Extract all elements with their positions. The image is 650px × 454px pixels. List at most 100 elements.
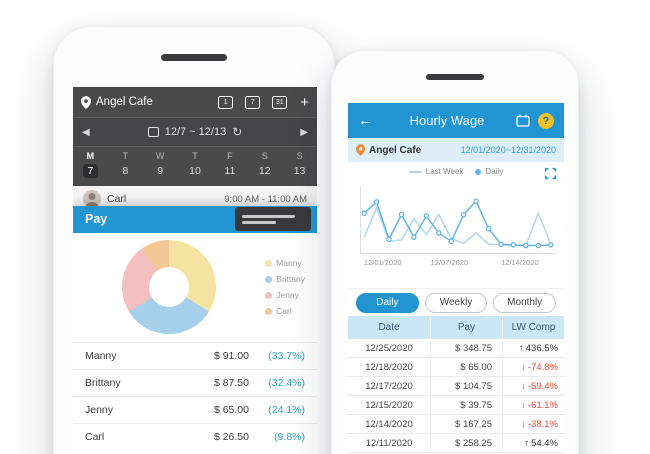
trend-arrow-icon: ↑ [519,342,524,354]
row-date: 12/18/2020 [365,361,413,373]
schedule-row[interactable]: Carl 9:00 AM - 11:00 AM [73,186,317,208]
pay-name: Manny [85,350,117,362]
weekday-column[interactable]: F 11 [212,151,247,186]
row-lw-comp: ↓ -59.4% [502,377,564,395]
row-lw-comp: ↓ -74.8% [502,358,564,376]
pay-amount: $ 26.50 [213,431,249,443]
weekday-date: 8 [122,165,129,177]
wage-table: Date Pay LW Comp 12/25/2020 $ 348.75 ↑ 4… [348,316,564,453]
tab-weekly[interactable]: Weekly [424,292,488,313]
weekday-label: M [86,151,95,161]
row-percent: -59.4% [527,380,558,392]
tab-monthly[interactable]: Monthly [493,292,557,313]
col-lw-comp: LW Comp [502,316,564,339]
page-title: Hourly Wage [409,113,485,128]
weekday-column[interactable]: S 13 [282,151,317,186]
right-screen: ← Hourly Wage ? Angel Cafe 12/01/2 [348,103,564,454]
store-title: Angel Cafe [96,96,153,108]
legend-label: Daily [485,167,504,176]
location-pin-icon [356,144,365,156]
legend-dot [265,291,273,299]
calendar-icon[interactable] [516,114,530,127]
table-row: 12/25/2020 $ 348.75 ↑ 436.5% [348,339,564,358]
add-icon[interactable]: + [300,93,309,111]
weekday-label: T [122,151,129,161]
right-phone: ← Hourly Wage ? Angel Cafe 12/01/2 [331,50,579,454]
left-screen: Angel Cafe 1 7 31 + ◀ 12/7 ~ 12/13 ↻ ▶ M… [73,87,317,454]
shift-time: 9:00 AM - 11:00 AM [224,193,307,205]
expand-icon[interactable] [544,167,557,185]
legend-item[interactable]: Brittany [265,271,305,287]
location-pin-icon [81,95,91,109]
weekday-column[interactable]: T 8 [108,151,143,186]
weekday-column[interactable]: M 7 [73,151,108,186]
legend-item[interactable]: Jenny [265,287,305,303]
weekday-column[interactable]: T 10 [178,151,213,186]
row-percent: 54.4% [531,437,558,449]
weekday-date: 10 [189,165,201,177]
legend-item[interactable]: Manny [265,255,305,271]
pay-row: Carl $ 26.50 (9.8%) [73,423,317,450]
table-row: 12/11/2020 $ 258.25 ↑ 54.4% [348,434,564,453]
table-row: 12/14/2020 $ 167.25 ↓ -38.1% [348,415,564,434]
line-swatch [408,170,422,173]
weekday-column[interactable]: W 9 [143,151,178,186]
pay-amount: $ 65.00 [213,404,249,416]
pay-percent: (24.1%) [268,404,305,416]
x-axis-labels: 12/01/2020 12/07/2020 12/14/2020 [360,258,556,270]
trend-arrow-icon: ↑ [524,437,530,449]
tab-daily[interactable]: Daily [356,292,419,313]
pay-name: Brittany [85,377,121,389]
chart-legend: Last Week Daily [348,167,564,176]
row-date: 12/25/2020 [365,342,413,354]
legend-item[interactable]: Carl [265,303,305,319]
row-date: 12/17/2020 [365,380,413,392]
calendar-month-icon[interactable]: 31 [272,95,288,109]
left-phone: Angel Cafe 1 7 31 + ◀ 12/7 ~ 12/13 ↻ ▶ M… [53,26,335,454]
shift-badge[interactable] [235,207,311,231]
weekday-label: S [296,151,303,161]
calendar-icon[interactable] [147,127,159,137]
legend-item[interactable]: Daily [475,167,503,176]
row-pay: $ 39.75 [430,396,502,414]
pay-name: Jenny [85,404,114,416]
weekday-date: 12 [258,165,271,177]
pay-percent: (33.7%) [268,350,305,362]
next-week-icon[interactable]: ▶ [300,126,308,138]
pay-legend: Manny Brittany Jenny Carl [265,255,305,319]
pay-name: Carl [85,431,105,443]
calendar-week-icon[interactable]: 7 [245,95,261,109]
legend-item[interactable]: Last Week [408,167,463,176]
x-tick: 12/14/2020 [501,258,539,267]
pay-percent: (32.4%) [268,377,305,389]
store-bar: Angel Cafe 12/01/2020~12/31/2020 [348,138,564,162]
store-name: Angel Cafe [369,144,422,156]
trend-arrow-icon: ↓ [521,418,526,430]
weekday-label: F [227,151,233,161]
legend-label: Carl [276,306,292,316]
row-pay: $ 258.25 [430,434,502,452]
prev-week-icon[interactable]: ◀ [82,126,90,138]
refresh-icon[interactable]: ↻ [232,125,243,139]
row-pay: $ 348.75 [430,339,502,357]
legend-dot [265,307,273,315]
weekday-column[interactable]: S 12 [247,151,282,186]
legend-dot [265,275,273,283]
pay-modal: Pay Manny Brittany [73,206,317,454]
calendar-day-icon[interactable]: 1 [218,95,234,109]
back-arrow-icon[interactable]: ← [358,112,373,129]
table-row: 12/15/2020 $ 39.75 ↓ -61.1% [348,396,564,415]
pay-donut-chart [122,240,216,334]
help-icon[interactable]: ? [538,112,554,129]
pay-row: Jenny $ 65.00 (24.1%) [73,396,317,423]
weekday-label: W [155,151,165,161]
row-pay: $ 104.75 [430,377,502,395]
row-pay: $ 167.25 [430,415,502,433]
row-date: 12/15/2020 [365,399,413,411]
date-range-label[interactable]: 12/01/2020~12/31/2020 [460,145,556,155]
trend-arrow-icon: ↓ [521,380,526,392]
table-header: Date Pay LW Comp [348,316,564,339]
pay-amount: $ 91.00 [213,350,249,362]
trend-arrow-icon: ↓ [521,399,526,411]
